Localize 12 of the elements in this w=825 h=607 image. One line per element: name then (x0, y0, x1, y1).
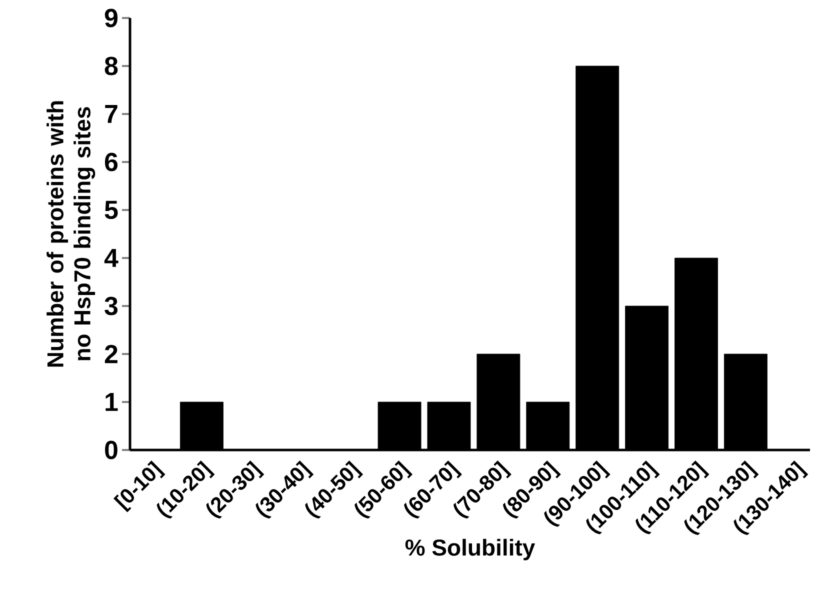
y-tick-label: 0 (105, 440, 118, 460)
y-tick-label: 3 (104, 296, 118, 316)
y-tick-label: 2 (104, 344, 118, 364)
y-axis-title: Number of proteins with no Hsp70 binding sites (46, 101, 96, 367)
x-axis-title: % Solubility (405, 538, 536, 560)
y-tick-label: 4 (104, 249, 118, 267)
y-tick-label: 9 (104, 8, 118, 28)
y-tick-label: 6 (104, 152, 118, 172)
y-tick-label: 7 (105, 105, 118, 123)
y-tick-label: 5 (104, 200, 118, 220)
y-tick-label: 1 (106, 393, 118, 411)
y-tick-label: 8 (104, 56, 118, 76)
